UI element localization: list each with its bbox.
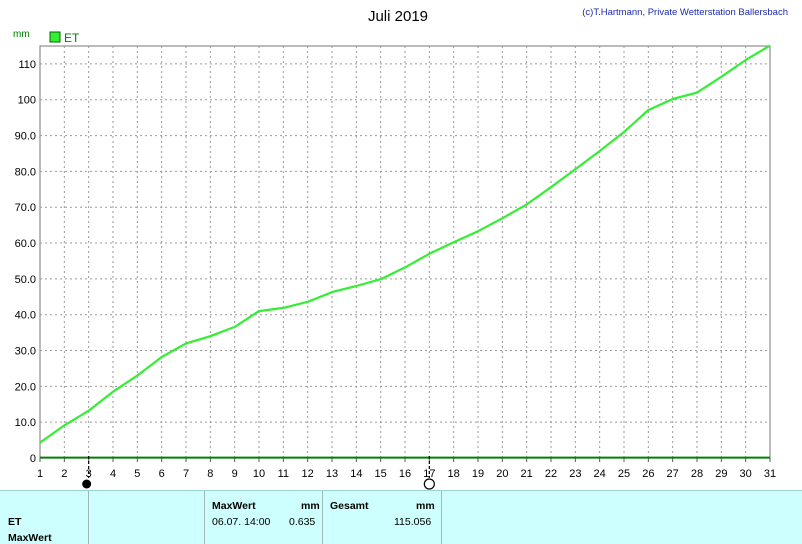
y-tick-label: 50.0 <box>15 274 36 286</box>
info-row-label-et: ET <box>8 516 22 528</box>
x-tick-label: 20 <box>496 468 508 480</box>
x-tick-label: 24 <box>594 468 606 480</box>
y-tick-label: 100 <box>18 95 36 107</box>
maxwert-header: MaxWert <box>212 500 256 512</box>
x-tick-label: 8 <box>207 468 213 480</box>
x-tick-label: 12 <box>302 468 314 480</box>
filled-circle-marker <box>82 479 92 489</box>
y-tick-label: 30.0 <box>15 346 36 358</box>
x-tick-label: 10 <box>253 468 265 480</box>
chart: Juli 2019 (c)T.Hartmann, Private Wetters… <box>13 7 788 490</box>
y-tick-label: 110 <box>18 59 36 71</box>
x-tick-label: 28 <box>691 468 703 480</box>
y-tick-label: 0 <box>30 453 36 465</box>
x-tick-label: 5 <box>134 468 140 480</box>
x-tick-label: 27 <box>667 468 679 480</box>
y-tick-label: 70.0 <box>15 202 36 214</box>
day-markers <box>82 456 435 490</box>
y-axis-unit: mm <box>13 29 30 40</box>
x-tick-label: 19 <box>472 468 484 480</box>
credit-text: (c)T.Hartmann, Private Wetterstation Bal… <box>582 7 788 18</box>
x-tick-label: 11 <box>278 468 289 480</box>
x-tick-label: 23 <box>569 468 581 480</box>
x-axis-ticks: 1234567891011121314151617181920212223242… <box>37 458 776 480</box>
x-tick-label: 9 <box>232 468 238 480</box>
info-row-label-maxwert: MaxWert <box>8 532 52 544</box>
series-lines <box>39 44 771 459</box>
gesamt-unit: mm <box>416 500 435 512</box>
chart-title: Juli 2019 <box>368 8 428 25</box>
x-tick-label: 21 <box>521 468 533 480</box>
x-tick-label: 30 <box>740 468 752 480</box>
x-tick-label: 15 <box>375 468 387 480</box>
grid-lines <box>40 46 770 458</box>
y-axis-ticks: 0 10.0 20.0 30.0 40.0 50.0 60.0 70.0 80.0 90.0 100… <box>15 59 36 465</box>
x-tick-label: 14 <box>350 468 362 480</box>
x-tick-label: 7 <box>183 468 189 480</box>
legend-swatch-et <box>49 31 61 43</box>
x-tick-label: 18 <box>448 468 460 480</box>
y-tick-label: 60.0 <box>15 238 36 250</box>
x-tick-label: 16 <box>399 468 411 480</box>
maxwert-value: 0.635 <box>289 516 316 528</box>
x-tick-label: 31 <box>764 468 776 480</box>
gesamt-header: Gesamt <box>330 500 369 512</box>
x-tick-label: 25 <box>618 468 630 480</box>
x-tick-label: 2 <box>61 468 67 480</box>
x-tick-label: 22 <box>545 468 557 480</box>
x-tick-label: 26 <box>642 468 654 480</box>
info-empty-column <box>88 491 205 544</box>
y-tick-label: 80.0 <box>15 166 36 178</box>
x-tick-label: 29 <box>715 468 727 480</box>
gesamt-column: Gesamt mm 115.056 <box>323 491 442 544</box>
gesamt-value: 115.056 <box>394 516 432 528</box>
maxwert-time: 06.07. 14:00 <box>212 516 271 528</box>
info-panel: ET MaxWert MaxWert mm 06.07. 14:00 0.635… <box>0 490 802 544</box>
maxwert-unit: mm <box>301 500 320 512</box>
y-tick-label: 90.0 <box>15 131 36 143</box>
x-tick-label: 4 <box>110 468 116 480</box>
y-tick-label: 10.0 <box>15 417 36 429</box>
x-tick-label: 1 <box>37 468 43 480</box>
maxwert-column: MaxWert mm 06.07. 14:00 0.635 <box>205 491 323 544</box>
y-tick-label: 20.0 <box>15 381 36 393</box>
y-tick-label: 40.0 <box>15 310 36 322</box>
open-circle-marker <box>423 478 435 490</box>
legend-label-et: ET <box>64 31 80 45</box>
x-tick-label: 6 <box>159 468 165 480</box>
info-label-column: ET MaxWert <box>0 491 89 544</box>
series-line-0 <box>39 44 771 444</box>
x-tick-label: 13 <box>326 468 338 480</box>
